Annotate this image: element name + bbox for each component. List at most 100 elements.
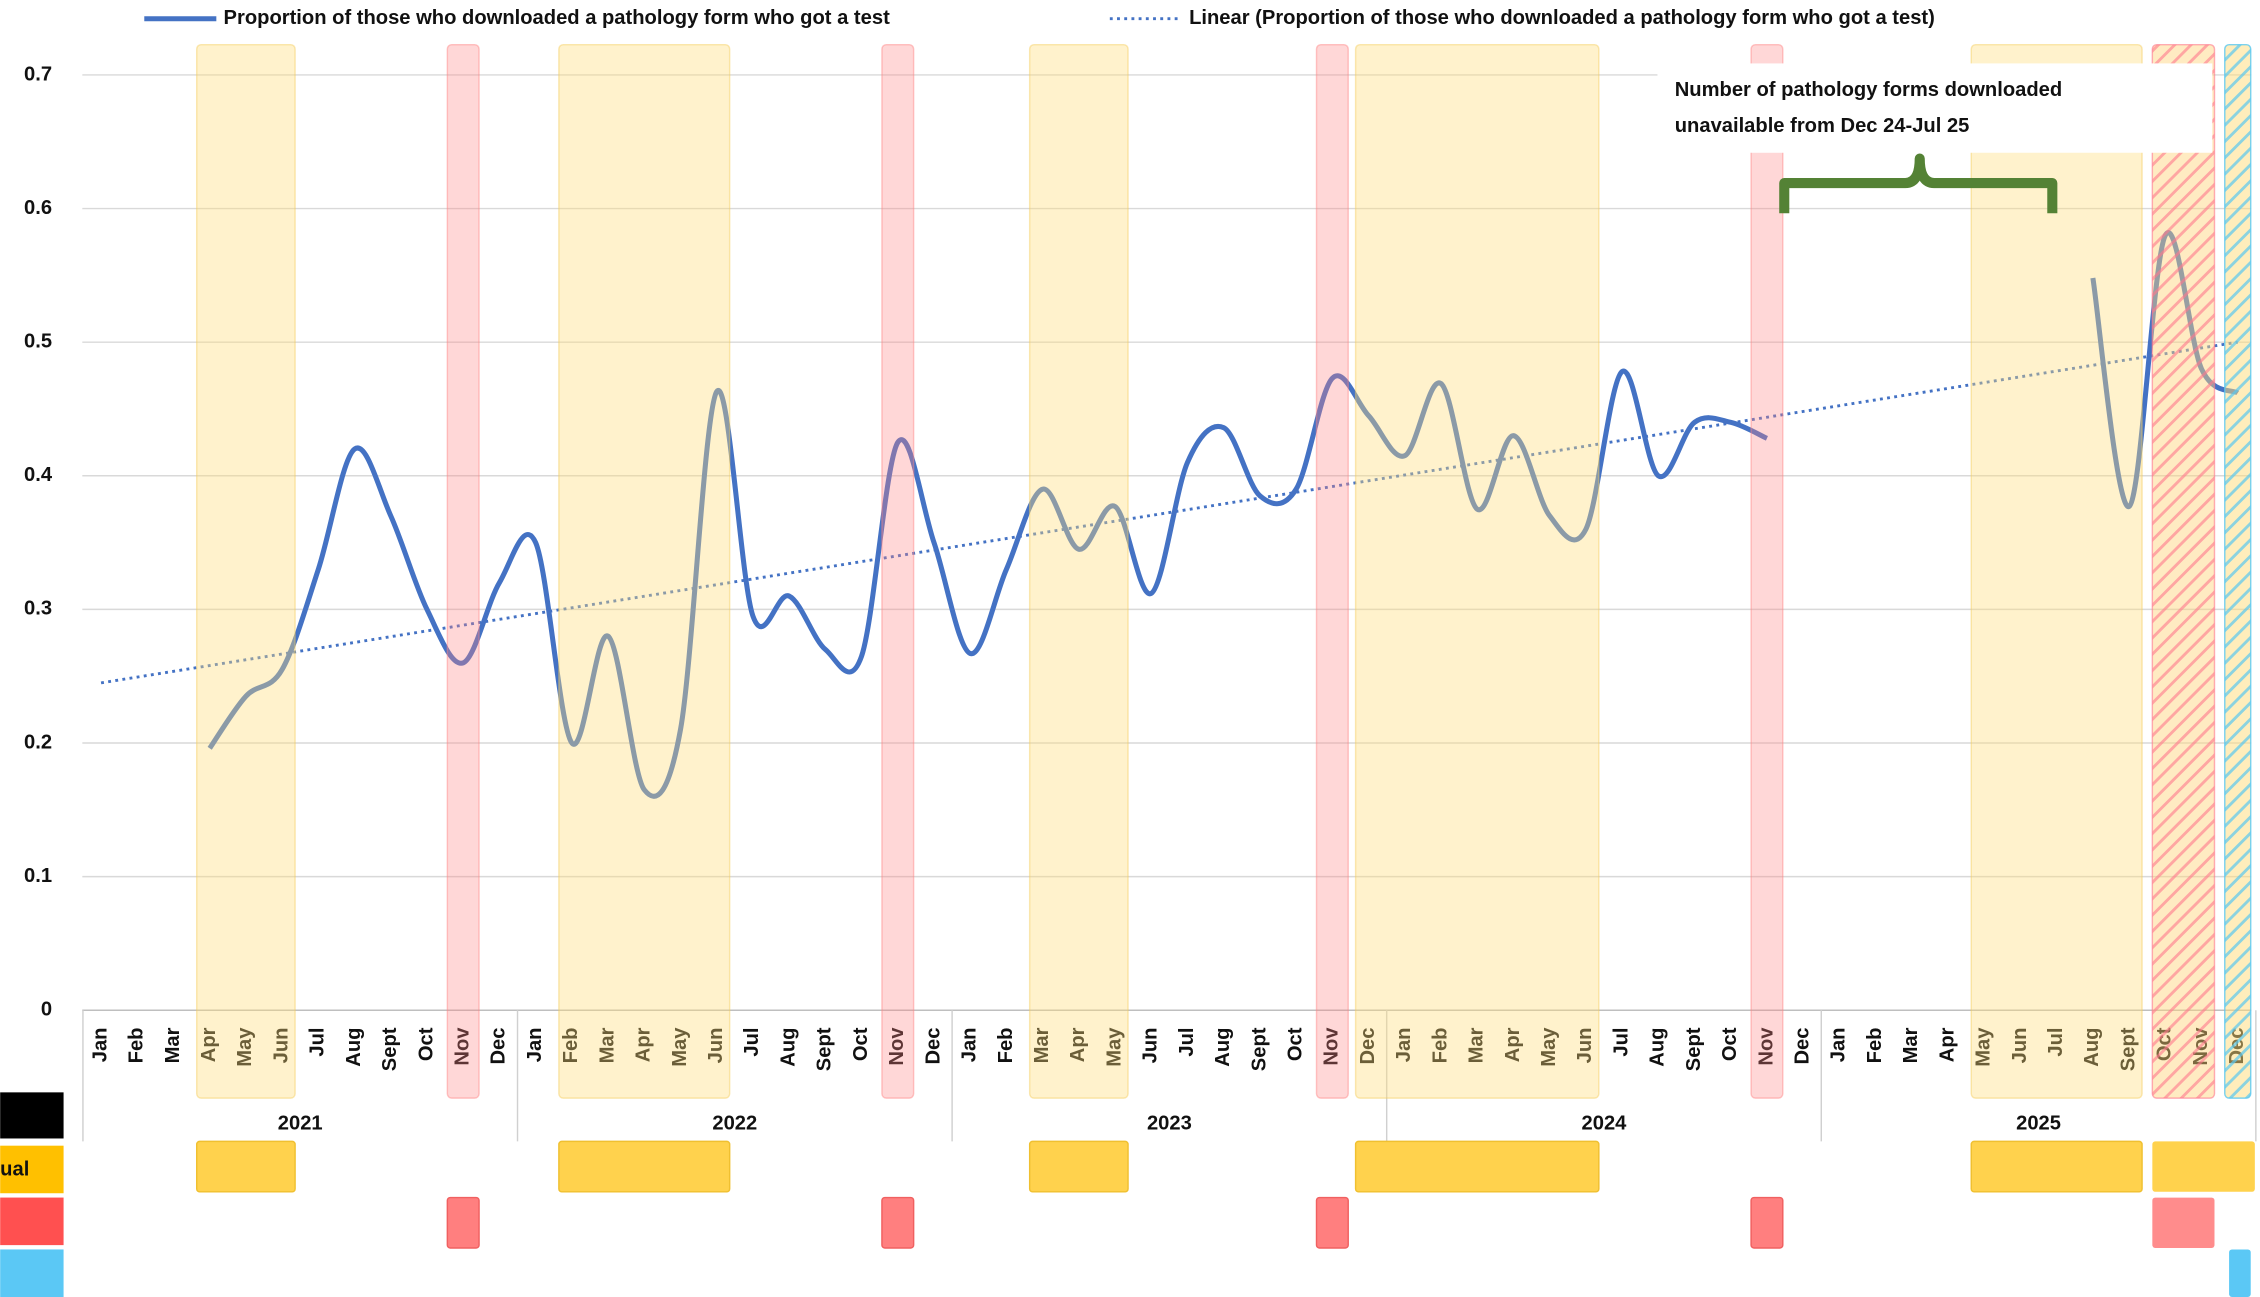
band-marker (558, 1140, 731, 1193)
group-label: 2023 (1147, 1112, 1192, 1134)
band-marker (1354, 1140, 1600, 1193)
x-tick-label: Jul (307, 1028, 329, 1057)
x-tick-label: Jul (1610, 1028, 1632, 1057)
background-layer: 0 0.1 0.2 0.3 0.4 0.5 0.6 0.7 Jan Feb Mar Apr May Jun… (24, 63, 2257, 1142)
bracket (1779, 153, 2058, 214)
x-tick-label: Sept (1683, 1027, 1705, 1071)
x-tick-label: May (1538, 1027, 1560, 1067)
x-tick-label: Sept (379, 1027, 401, 1071)
highlight-band (1028, 43, 1129, 1099)
side-swatch (0, 1197, 64, 1246)
annotation-line: Number of pathology forms downloaded (1675, 79, 2062, 101)
x-tick-label: Oct (1719, 1027, 1741, 1061)
highlight-band (1970, 43, 2143, 1099)
annotation-line: unavailable from Dec 24-Jul 25 (1675, 115, 1970, 137)
highlight-band (446, 43, 480, 1099)
x-tick-label: Jun (1140, 1028, 1162, 1064)
band-marker (1970, 1140, 2143, 1193)
side-label: ual (0, 1159, 29, 1181)
legend-label: Proportion of those who downloaded a pat… (224, 7, 891, 29)
x-tick-label: Mar (1466, 1027, 1488, 1063)
x-tick-label: Feb (560, 1028, 582, 1064)
x-tick-label: Feb (126, 1028, 148, 1064)
x-tick-label: May (234, 1027, 256, 1067)
x-tick-label: Dec (1357, 1028, 1379, 1065)
x-tick-label: Nov (1321, 1027, 1343, 1066)
overlay-layer: Proportion of those who downloaded a pat… (0, 7, 2255, 1297)
x-tick-label: Jun (705, 1028, 727, 1064)
x-tick-label: Jul (2045, 1028, 2067, 1057)
data-line (207, 369, 1769, 799)
band-marker (196, 1140, 296, 1193)
x-tick-label: Apr (198, 1027, 220, 1062)
band-marker (881, 1196, 915, 1249)
y-tick-label: 0.1 (24, 865, 52, 887)
y-tick-label: 0.6 (24, 197, 52, 219)
x-tick-label: Dec (1791, 1028, 1813, 1065)
annotation: Number of pathology forms downloaded unav… (1675, 79, 2062, 137)
x-tick-label: May (669, 1027, 691, 1067)
band-marker (2229, 1249, 2251, 1297)
side-swatch (0, 1145, 64, 1194)
annotation-box (1657, 63, 2213, 153)
highlight-band (558, 43, 731, 1099)
highlight-band (2151, 43, 2216, 1099)
x-tick-label: Jan (524, 1028, 546, 1063)
x-tick-label: Mar (162, 1027, 184, 1063)
side-swatch (0, 1249, 64, 1297)
x-tick-label: Apr (1067, 1027, 1089, 1062)
x-tick-label: Nov (1755, 1027, 1777, 1066)
x-tick-label: May (1973, 1027, 1995, 1067)
legend-label: Linear (Proportion of those who download… (1189, 7, 1935, 29)
x-tick-label: Jan (89, 1028, 111, 1063)
x-tick-label: Aug (2081, 1028, 2103, 1067)
y-tick-label: 0.4 (24, 464, 53, 486)
x-tick-label: Aug (1647, 1028, 1669, 1067)
highlight-band (881, 43, 915, 1099)
x-tick-label: Oct (1284, 1027, 1306, 1061)
x-tick-label: Oct (415, 1027, 437, 1061)
group-label: 2022 (712, 1112, 757, 1134)
highlight-band (1354, 43, 1600, 1099)
x-tick-label: Jan (959, 1028, 981, 1063)
x-tick-label: Sept (2117, 1027, 2139, 1071)
highlight-band (1750, 43, 1784, 1099)
y-tick-label: 0 (41, 999, 52, 1021)
band-marker (1750, 1196, 1784, 1249)
highlight-band (1315, 43, 1349, 1099)
group-label: 2024 (1582, 1112, 1628, 1134)
plot-layer (100, 230, 2240, 799)
x-tick-label: Aug (777, 1028, 799, 1067)
side-swatch (0, 1092, 64, 1139)
x-tick-label: Aug (1212, 1028, 1234, 1067)
highlight-band (196, 43, 296, 1099)
x-tick-label: Feb (1429, 1028, 1451, 1064)
x-tick-label: Jan (1393, 1028, 1415, 1063)
y-tick-label: 0.7 (24, 63, 52, 85)
x-tick-label: Mar (1031, 1027, 1053, 1063)
x-tick-label: Nov (452, 1027, 474, 1066)
group-label: 2021 (278, 1112, 323, 1134)
y-tick-label: 0.5 (24, 330, 52, 352)
x-tick-label: Jan (1828, 1028, 1850, 1063)
highlight-band (2224, 43, 2252, 1099)
x-tick-label: Jul (741, 1028, 763, 1057)
x-tick-label: Mar (596, 1027, 618, 1063)
band-marker (1028, 1140, 1129, 1193)
band-marker (1315, 1196, 1349, 1249)
x-tick-label: Feb (1864, 1028, 1886, 1064)
x-tick-label: Apr (1502, 1027, 1524, 1062)
group-label: 2025 (2016, 1112, 2061, 1134)
band-marker (446, 1196, 480, 1249)
y-tick-label: 0.2 (24, 731, 52, 753)
x-tick-label: Jul (1176, 1028, 1198, 1057)
band-marker (2152, 1141, 2255, 1192)
x-tick-label: Jun (2009, 1028, 2031, 1064)
x-tick-label: Jun (1574, 1028, 1596, 1064)
x-tick-label: May (1103, 1027, 1125, 1067)
x-tick-label: Oct (850, 1027, 872, 1061)
y-tick-label: 0.3 (24, 598, 52, 620)
x-tick-label: Mar (1900, 1027, 1922, 1063)
x-tick-label: Nov (886, 1027, 908, 1066)
